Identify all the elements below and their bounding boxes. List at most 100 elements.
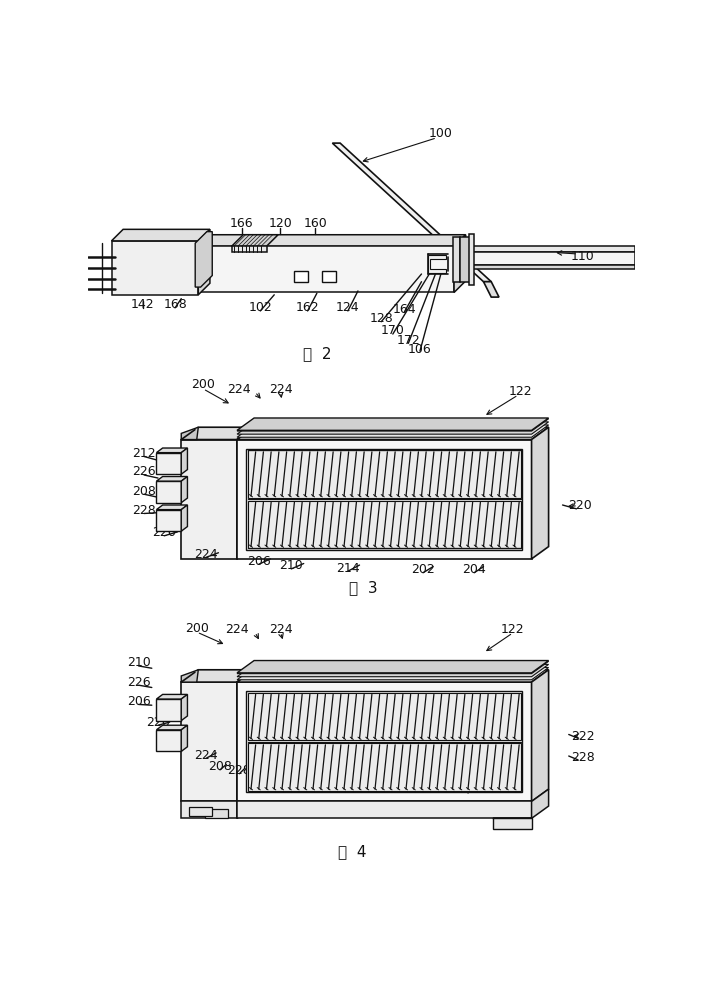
Polygon shape [181,505,188,531]
Polygon shape [157,477,188,481]
Text: 124: 124 [336,301,359,314]
Polygon shape [157,505,188,510]
Polygon shape [181,427,254,440]
Text: 110: 110 [571,250,594,263]
Polygon shape [237,425,549,437]
Text: 204: 204 [462,563,486,576]
Text: 210: 210 [280,559,303,572]
Text: 224: 224 [194,548,218,561]
Polygon shape [195,246,454,292]
Polygon shape [181,448,188,474]
Text: 228: 228 [227,764,251,777]
Text: 226: 226 [146,716,170,729]
Text: 162: 162 [296,301,319,314]
Polygon shape [246,449,522,550]
Text: 102: 102 [249,301,273,314]
Text: 128: 128 [369,312,393,325]
Text: 224: 224 [269,383,292,396]
Polygon shape [232,235,278,246]
Polygon shape [181,670,198,682]
Polygon shape [237,670,549,682]
Text: 图  3: 图 3 [349,580,378,595]
Text: 206: 206 [247,555,270,568]
Polygon shape [195,235,466,246]
Polygon shape [237,427,549,440]
Text: 122: 122 [509,385,532,398]
Text: 172: 172 [397,334,420,347]
Text: 160: 160 [304,217,327,230]
Polygon shape [157,694,188,699]
Polygon shape [237,427,254,559]
Text: 206: 206 [127,695,150,708]
Polygon shape [157,730,181,751]
Polygon shape [195,232,213,287]
Text: 142: 142 [131,298,155,311]
Text: 208: 208 [208,760,232,773]
Polygon shape [248,501,521,548]
Polygon shape [532,670,549,801]
Polygon shape [112,241,198,295]
Polygon shape [456,265,635,269]
Polygon shape [460,237,469,282]
Polygon shape [248,693,521,740]
Text: 202: 202 [411,563,435,576]
Text: 224: 224 [269,623,292,636]
Polygon shape [237,682,532,801]
Polygon shape [181,801,237,818]
Polygon shape [493,818,532,829]
Polygon shape [181,440,237,559]
Polygon shape [157,510,181,531]
Polygon shape [484,282,499,297]
Text: 212: 212 [313,782,337,795]
Text: 224: 224 [227,383,251,396]
Polygon shape [112,229,210,241]
Text: 224: 224 [194,749,218,762]
Text: 120: 120 [268,217,292,230]
Polygon shape [157,699,181,721]
Text: 228: 228 [571,751,594,764]
Polygon shape [157,481,181,503]
Polygon shape [157,725,188,730]
Text: 202: 202 [402,777,426,790]
Text: 222: 222 [571,730,594,742]
Polygon shape [237,661,549,674]
Polygon shape [453,237,460,282]
Text: 100: 100 [429,127,453,140]
Polygon shape [237,661,549,673]
Polygon shape [532,427,549,559]
Polygon shape [469,234,474,285]
Text: 212: 212 [132,447,156,460]
Text: 220: 220 [568,499,592,512]
Text: 204: 204 [456,783,480,796]
Polygon shape [181,427,198,440]
Text: 224: 224 [225,623,249,636]
Text: 图  2: 图 2 [303,346,331,361]
Polygon shape [248,450,521,498]
Text: 168: 168 [163,298,187,311]
Polygon shape [237,422,549,434]
Text: 122: 122 [501,623,525,636]
Text: 166: 166 [230,217,253,230]
Bar [294,271,309,282]
Text: 图  4: 图 4 [337,844,366,859]
Text: 106: 106 [408,343,432,356]
Polygon shape [205,809,228,818]
Polygon shape [237,667,549,680]
Polygon shape [181,477,188,503]
Polygon shape [237,418,549,430]
Text: 214: 214 [336,562,359,575]
Text: 216: 216 [307,770,331,783]
Bar [323,271,336,282]
Polygon shape [456,252,635,265]
Text: 200: 200 [191,378,215,391]
Polygon shape [456,246,635,252]
Text: 208: 208 [132,485,156,498]
Polygon shape [237,440,532,559]
Text: 226: 226 [132,465,156,478]
Text: 228: 228 [132,504,156,517]
Text: 164: 164 [393,303,417,316]
Polygon shape [237,664,549,677]
Polygon shape [181,725,188,751]
Polygon shape [189,807,213,816]
Polygon shape [181,670,254,682]
